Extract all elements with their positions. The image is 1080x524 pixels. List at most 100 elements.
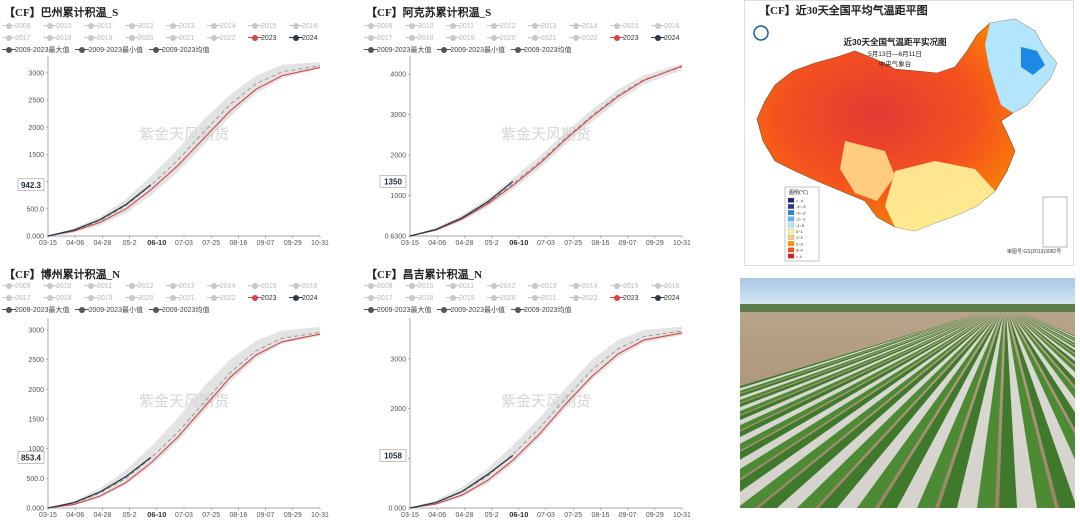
legend-item-2010[interactable]: 2010 bbox=[405, 23, 449, 30]
legend-marker-icon bbox=[84, 295, 98, 301]
legend-marker-icon bbox=[364, 307, 378, 313]
map-footer: 审图号:GS(2019)3082号 bbox=[1007, 248, 1061, 255]
legend-item-2015[interactable]: 2015 bbox=[248, 283, 292, 290]
legend-item-2020[interactable]: 2020 bbox=[487, 35, 531, 42]
legend-item-2021[interactable]: 2021 bbox=[528, 295, 572, 302]
plant-row bbox=[857, 312, 1000, 508]
legend-label: 2024 bbox=[302, 294, 318, 302]
legend-item-2016[interactable]: 2016 bbox=[289, 23, 333, 30]
legend-item-2023[interactable]: 2023 bbox=[248, 35, 292, 42]
legend-item-2015[interactable]: 2015 bbox=[610, 23, 654, 30]
legend-item-2017[interactable]: 2017 bbox=[2, 35, 46, 42]
legend-item-2012[interactable]: 2012 bbox=[125, 283, 169, 290]
legend-label: 2021 bbox=[179, 294, 195, 302]
legend-item-2013[interactable]: 2013 bbox=[166, 282, 210, 290]
legend-item-2010[interactable]: 2010 bbox=[405, 283, 449, 290]
legend-item-2021[interactable]: 2021 bbox=[528, 35, 572, 42]
legend-item-2012[interactable]: 2012 bbox=[487, 23, 531, 30]
legend-item-2017[interactable]: 2017 bbox=[2, 295, 46, 302]
legend-item-2018[interactable]: 2018 bbox=[405, 295, 449, 302]
legend-item-2023[interactable]: 2023 bbox=[610, 295, 654, 302]
legend-item-2020[interactable]: 2020 bbox=[125, 35, 169, 42]
legend-item-2011[interactable]: 2011 bbox=[84, 283, 128, 290]
legend-item-2017[interactable]: 2017 bbox=[364, 35, 408, 42]
legend-item-stat[interactable]: 2009-2023最大值 bbox=[2, 305, 69, 315]
legend-item-2011[interactable]: 2011 bbox=[84, 23, 128, 30]
legend-item-2010[interactable]: 2010 bbox=[43, 23, 87, 30]
watermark-text: 紫金天风期货 bbox=[139, 393, 229, 410]
legend-item-2012[interactable]: 2012 bbox=[487, 283, 531, 290]
legend-item-2017[interactable]: 2017 bbox=[364, 295, 408, 302]
legend-item-2011[interactable]: 2011 bbox=[446, 282, 490, 290]
legend-item-2024[interactable]: 2024 bbox=[651, 35, 695, 42]
legend-item-2020[interactable]: 2020 bbox=[487, 295, 531, 302]
legend-item-stat[interactable]: 2009-2023最大值 bbox=[364, 305, 431, 315]
legend-item-2015[interactable]: 2015 bbox=[610, 283, 654, 290]
legend-item-2009[interactable]: 2009 bbox=[2, 23, 46, 30]
legend-item-2021[interactable]: 2021 bbox=[166, 294, 210, 302]
legend-item-2020[interactable]: 2020 bbox=[125, 295, 169, 302]
x-tick-label: 03-15 bbox=[401, 512, 419, 519]
legend-item-2009[interactable]: 2009 bbox=[2, 282, 46, 290]
legend-label: 2009-2023均值 bbox=[161, 47, 210, 54]
legend-item-2018[interactable]: 2018 bbox=[405, 34, 449, 42]
legend-item-2014[interactable]: 2014 bbox=[207, 23, 251, 30]
legend-item-2009[interactable]: 2009 bbox=[364, 23, 408, 30]
legend-item-2022[interactable]: 2022 bbox=[207, 35, 251, 42]
legend-label: 2011 bbox=[459, 282, 475, 290]
legend-item-stat[interactable]: 2009-2023均值 bbox=[148, 45, 210, 55]
x-tick-label: 07-03 bbox=[537, 240, 555, 247]
legend-item-2021[interactable]: 2021 bbox=[166, 35, 210, 42]
legend-marker-icon bbox=[2, 283, 16, 289]
legend-item-stat[interactable]: 2009-2023最小值 bbox=[75, 305, 143, 315]
legend-item-2022[interactable]: 2022 bbox=[569, 35, 613, 42]
legend-item-stat[interactable]: 2009-2023最大值 bbox=[364, 45, 431, 55]
legend-item-stat[interactable]: 2009-2023最大值 bbox=[2, 45, 69, 55]
legend-item-2014[interactable]: 2014 bbox=[569, 283, 613, 290]
legend-item-2018[interactable]: 2018 bbox=[43, 295, 87, 302]
legend-item-stat[interactable]: 2009-2023均值 bbox=[148, 305, 209, 315]
legend-item-2009[interactable]: 2009 bbox=[364, 283, 408, 290]
x-tick-label: 04-28 bbox=[93, 240, 111, 247]
legend-item-2013[interactable]: 2013 bbox=[166, 23, 210, 30]
temperature-anomaly-map-panel: 【CF】近30天全国平均气温距平图 近30天全国气温距平实况图 5月13日—6月… bbox=[744, 0, 1074, 266]
legend-label: 2013 bbox=[179, 282, 195, 290]
legend-item-stat[interactable]: 2009-2023最小值 bbox=[437, 305, 505, 315]
legend-item-2022[interactable]: 2022 bbox=[569, 295, 613, 302]
legend-marker-icon bbox=[207, 283, 221, 289]
y-tick-label: 3000 bbox=[390, 356, 406, 363]
legend-item-2019[interactable]: 2019 bbox=[446, 295, 490, 302]
legend-item-2024[interactable]: 2024 bbox=[289, 35, 333, 42]
legend-item-stat[interactable]: 2009-2023均值 bbox=[510, 305, 571, 315]
legend-item-2014[interactable]: 2014 bbox=[569, 23, 613, 30]
legend-item-2019[interactable]: 2019 bbox=[84, 35, 128, 42]
legend-item-2018[interactable]: 2018 bbox=[43, 35, 87, 42]
legend-item-stat[interactable]: 2009-2023均值 bbox=[510, 45, 571, 55]
legend-item-2014[interactable]: 2014 bbox=[207, 283, 251, 290]
legend-label: 2016 bbox=[302, 282, 318, 290]
legend-item-2024[interactable]: 2024 bbox=[651, 295, 695, 302]
legend-label: 2009 bbox=[15, 282, 31, 290]
legend-item-2023[interactable]: 2023 bbox=[610, 35, 654, 42]
legend-item-2012[interactable]: 2012 bbox=[125, 23, 169, 30]
legend-item-2011[interactable]: 2011 bbox=[446, 23, 490, 30]
legend-item-2019[interactable]: 2019 bbox=[84, 295, 128, 302]
y-tick-label: 2500 bbox=[28, 98, 44, 105]
legend-item-stat[interactable]: 2009-2023最小值 bbox=[437, 45, 505, 55]
x-tick-label: 06-10 bbox=[147, 510, 166, 519]
legend-item-2019[interactable]: 2019 bbox=[446, 35, 490, 42]
legend-item-2015[interactable]: 2015 bbox=[248, 23, 292, 30]
legend-item-2010[interactable]: 2010 bbox=[43, 283, 87, 290]
legend-item-2024[interactable]: 2024 bbox=[289, 294, 333, 302]
x-tick-label: 06-10 bbox=[147, 238, 166, 247]
legend-label: 2009-2023最小值 bbox=[88, 307, 143, 314]
legend-item-2013[interactable]: 2013 bbox=[528, 283, 572, 290]
legend-item-2023[interactable]: 2023 bbox=[248, 295, 292, 302]
legend-label: 2018 bbox=[418, 34, 434, 42]
legend-item-2016[interactable]: 2016 bbox=[651, 283, 695, 290]
legend-item-stat[interactable]: 2009-2023最小值 bbox=[75, 45, 143, 55]
legend-item-2016[interactable]: 2016 bbox=[651, 23, 695, 30]
legend-item-2022[interactable]: 2022 bbox=[207, 295, 251, 302]
legend-item-2013[interactable]: 2013 bbox=[528, 23, 572, 30]
legend-item-2016[interactable]: 2016 bbox=[289, 282, 333, 290]
